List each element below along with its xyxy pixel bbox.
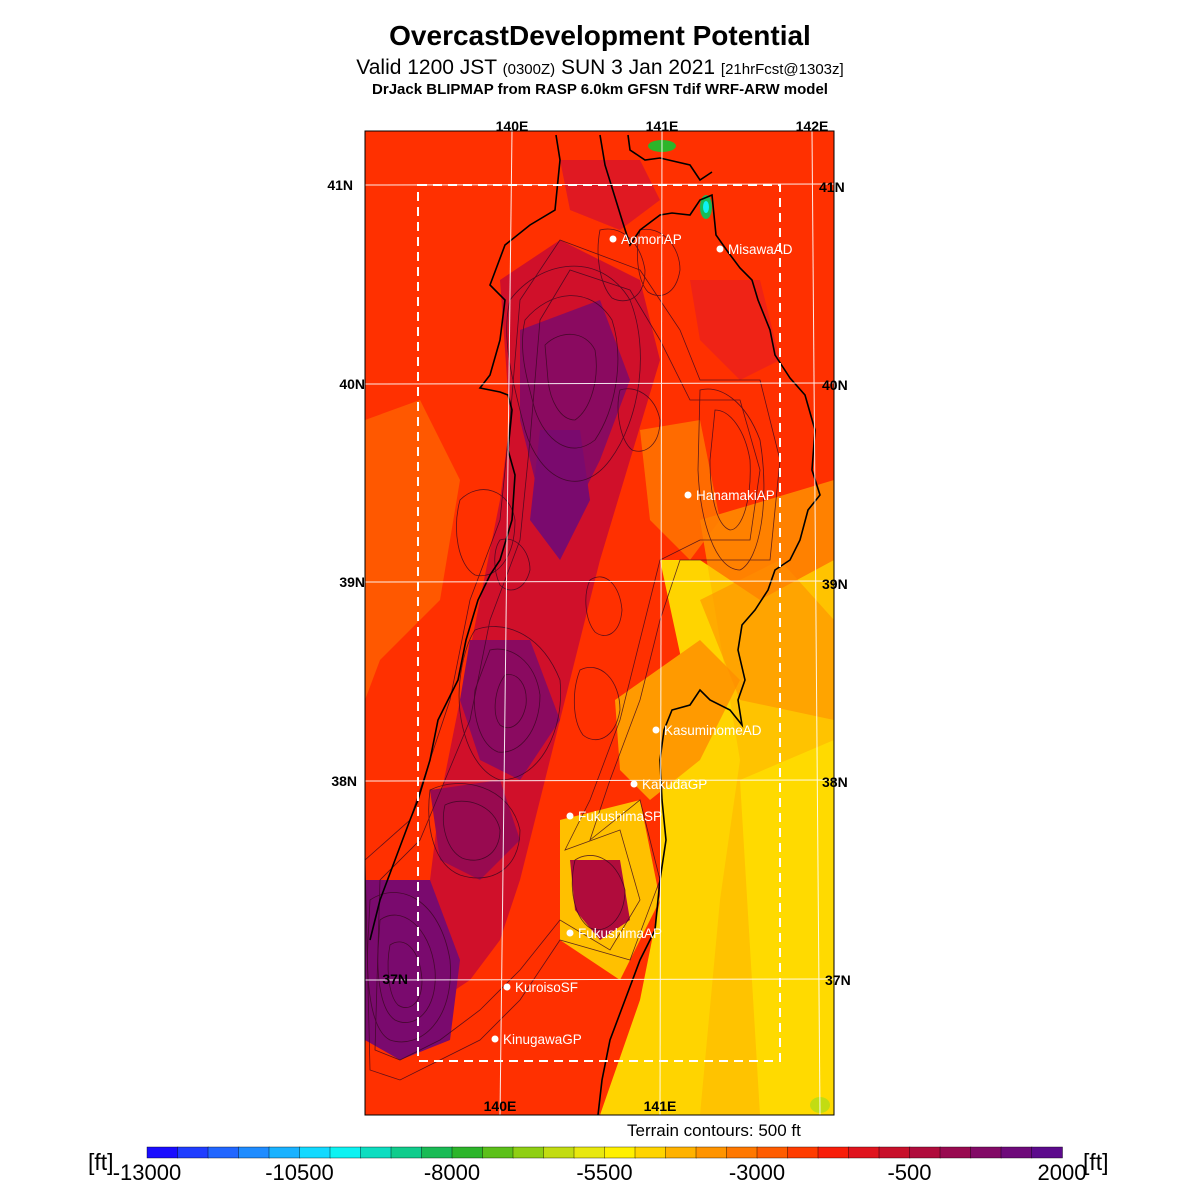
- lat-label-left-39: 39N: [339, 574, 365, 590]
- site-label-aomori: AomoriAP: [621, 232, 682, 247]
- site-label-kakuda: KakudaGP: [642, 777, 707, 792]
- colorbar-swatch: [329, 1146, 362, 1159]
- map-frame: [364, 130, 835, 1116]
- site-dot-kakuda: [630, 780, 638, 788]
- terrain-contours: [365, 228, 781, 1081]
- terrain-contour-note: Terrain contours: 500 ft: [627, 1121, 801, 1140]
- colorbar-tick-label: -3000: [729, 1160, 785, 1185]
- site-markers: AomoriAP MisawaAD HanamakiAP KasuminomeA…: [491, 232, 793, 1047]
- colorbar-swatch: [604, 1146, 636, 1159]
- colorbar-tick-label: 2000: [1038, 1160, 1087, 1185]
- colorbar-tick-label: -13000: [113, 1160, 182, 1185]
- colorbar-swatch: [1000, 1146, 1033, 1159]
- colorbar-tick-label: -10500: [265, 1160, 334, 1185]
- lat-label-right-40: 40N: [822, 377, 848, 393]
- colorbar-swatch: [909, 1146, 941, 1159]
- site-label-hanamaki: HanamakiAP: [696, 488, 775, 503]
- lat-label-left-38: 38N: [331, 773, 357, 789]
- colorbar-swatch: [390, 1146, 423, 1159]
- valid-date: SUN 3 Jan 2021: [555, 56, 721, 79]
- site-label-kasuminome: KasuminomeAD: [664, 723, 762, 738]
- site-dot-misawa: [716, 245, 724, 253]
- colorbar-tick-label: -5500: [576, 1160, 632, 1185]
- model-subtitle: DrJack BLIPMAP from RASP 6.0km GFSN Tdif…: [372, 81, 828, 98]
- site-dot-fukushima-ap: [566, 929, 574, 937]
- lon-label-top-140: 140E: [496, 118, 529, 134]
- map-title: OvercastDevelopment Potential: [389, 20, 811, 51]
- colorbar-swatch: [1031, 1146, 1063, 1159]
- forecast-map: 140E 141E 142E 140E 141E 41N 40N 39N 38N…: [327, 118, 851, 1116]
- colorbar-swatch: [787, 1146, 819, 1159]
- site-dot-kuroiso: [503, 983, 511, 991]
- colorbar-unit-right: [ft]: [1083, 1149, 1109, 1175]
- lon-label-top-142: 142E: [796, 118, 829, 134]
- colorbar-swatch: [421, 1146, 453, 1159]
- map-field: [365, 131, 834, 1115]
- colorbar-swatch: [268, 1146, 301, 1159]
- valid-zulu: (0300Z): [502, 61, 556, 78]
- colorbar-ticks: -13000 -10500 -8000 -5500 -3000 -500 2000: [113, 1160, 1087, 1185]
- valid-prefix: Valid 1200 JST: [356, 56, 503, 79]
- lat-label-right-38: 38N: [822, 774, 848, 790]
- lon-label-top-141: 141E: [646, 118, 679, 134]
- lat-label-right-41: 41N: [819, 179, 845, 195]
- site-label-fukushima-ap: FukushimaAP: [578, 926, 662, 941]
- colorbar-swatch: [939, 1146, 972, 1159]
- colorbar-tick-label: -8000: [424, 1160, 480, 1185]
- colorbar: -13000 -10500 -8000 -5500 -3000 -500 2000 [ft]…: [88, 1146, 1109, 1185]
- colorbar-swatch: [360, 1146, 392, 1159]
- colorbar-swatch: [665, 1146, 697, 1159]
- coastline: [369, 134, 821, 1115]
- valid-time: Valid 1200 JST (0300Z) SUN 3 Jan 2021 [2…: [0, 56, 1200, 80]
- colorbar-swatch: [543, 1146, 575, 1159]
- colorbar-swatch: [512, 1146, 545, 1159]
- site-label-fukushima-sp: FukushimaSP: [578, 809, 662, 824]
- colorbar-swatch: [573, 1146, 606, 1159]
- lat-label-left-40: 40N: [339, 376, 365, 392]
- colorbar-swatch: [177, 1146, 209, 1159]
- colorbar-swatch: [238, 1146, 270, 1159]
- colorbar-tick-label: -500: [887, 1160, 931, 1185]
- inner-domain-outline: [417, 184, 781, 1062]
- site-dot-fukushima-sp: [566, 812, 574, 820]
- lon-label-bottom-140: 140E: [484, 1098, 517, 1114]
- forecast-tag: [21hrFcst@1303z]: [720, 61, 844, 78]
- colorbar-swatch: [634, 1146, 667, 1159]
- site-dot-aomori: [609, 235, 617, 243]
- colorbar-swatch: [207, 1146, 240, 1159]
- site-dot-hanamaki: [684, 491, 692, 499]
- lat-label-right-39: 39N: [822, 576, 848, 592]
- colorbar-swatch: [848, 1146, 880, 1159]
- colorbar-swatch: [299, 1146, 331, 1159]
- site-label-misawa: MisawaAD: [728, 242, 793, 257]
- colorbar-swatch: [482, 1146, 514, 1159]
- colorbar-swatch: [970, 1146, 1002, 1159]
- colorbar-swatches: [146, 1146, 1063, 1159]
- site-label-kuroiso: KuroisoSF: [515, 980, 578, 995]
- colorbar-swatch: [817, 1146, 850, 1159]
- colorbar-swatch: [451, 1146, 484, 1159]
- colorbar-swatch: [695, 1146, 728, 1159]
- site-dot-kinugawa: [491, 1035, 499, 1043]
- lat-label-left-37: 37N: [382, 971, 408, 987]
- colorbar-swatch: [756, 1146, 789, 1159]
- site-label-kinugawa: KinugawaGP: [503, 1032, 582, 1047]
- colorbar-unit-left: [ft]: [88, 1149, 114, 1175]
- colorbar-swatch: [726, 1146, 758, 1159]
- lat-label-left-41: 41N: [327, 177, 353, 193]
- lon-label-bottom-141: 141E: [644, 1098, 677, 1114]
- colorbar-swatch: [878, 1146, 911, 1159]
- lat-label-right-37: 37N: [825, 972, 851, 988]
- colorbar-swatch: [146, 1146, 179, 1159]
- site-dot-kasuminome: [652, 726, 660, 734]
